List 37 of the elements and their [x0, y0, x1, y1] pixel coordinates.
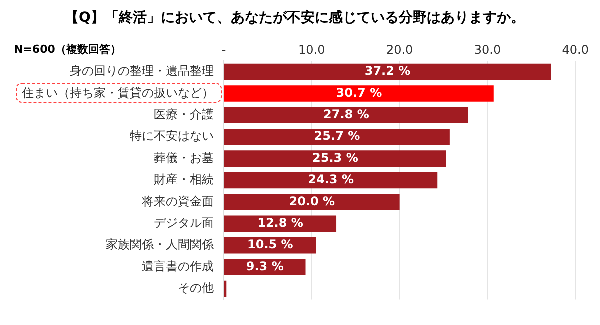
text: N=600（複数回答） [14, 42, 122, 56]
bar [224, 64, 552, 80]
x-tick-label: 20.0 [386, 43, 414, 58]
y-tick-label: 家族関係・人間関係 [106, 238, 214, 252]
data-label: 27.8 % [324, 108, 370, 122]
bar [224, 259, 306, 276]
bar [224, 128, 450, 146]
y-tick-label: 遺言書の作成 [142, 259, 214, 274]
bar [224, 172, 438, 189]
chart-title: 【Q】「終活」において、あなたが不安に感じている分野はありますか。 [65, 9, 525, 26]
x-tick-label: 40.0 [562, 43, 589, 58]
data-label: 30.7 % [336, 86, 382, 100]
data-label: 20.0 % [289, 194, 336, 208]
data-label: 9.3 % [246, 259, 284, 274]
y-tick-label: その他 [178, 281, 214, 296]
x-tick-label: 10.0 [298, 43, 326, 58]
y-tick-label: 財産・相続 [154, 172, 214, 187]
bar [224, 216, 337, 232]
y-tick-label: 住まい（持ち家・賃貸の扱いなど） [21, 86, 214, 100]
x-tick-label: - [222, 43, 226, 58]
y-tick-label: デジタル面 [154, 216, 214, 230]
data-label: 37.2 % [364, 64, 411, 78]
data-label: 25.7 % [314, 129, 360, 144]
y-tick-label: 将来の資金面 [141, 194, 214, 208]
y-tick-label: 医療・介護 [154, 108, 214, 122]
y-tick-label: 葬儀・お墓 [154, 150, 214, 165]
bar [224, 150, 446, 167]
y-tick-label: 身の回りの整理・遺品整理 [70, 64, 214, 78]
data-label: 25.3 % [312, 150, 358, 165]
bar [224, 107, 468, 124]
data-label: 24.3 % [308, 172, 354, 187]
data-label: 12.8 % [258, 216, 304, 230]
data-label: 10.5 % [247, 238, 294, 252]
bar [224, 86, 494, 102]
x-tick-label: 30.0 [474, 43, 502, 58]
bar [224, 194, 400, 210]
y-tick-label: 特に不安はない [130, 129, 214, 144]
